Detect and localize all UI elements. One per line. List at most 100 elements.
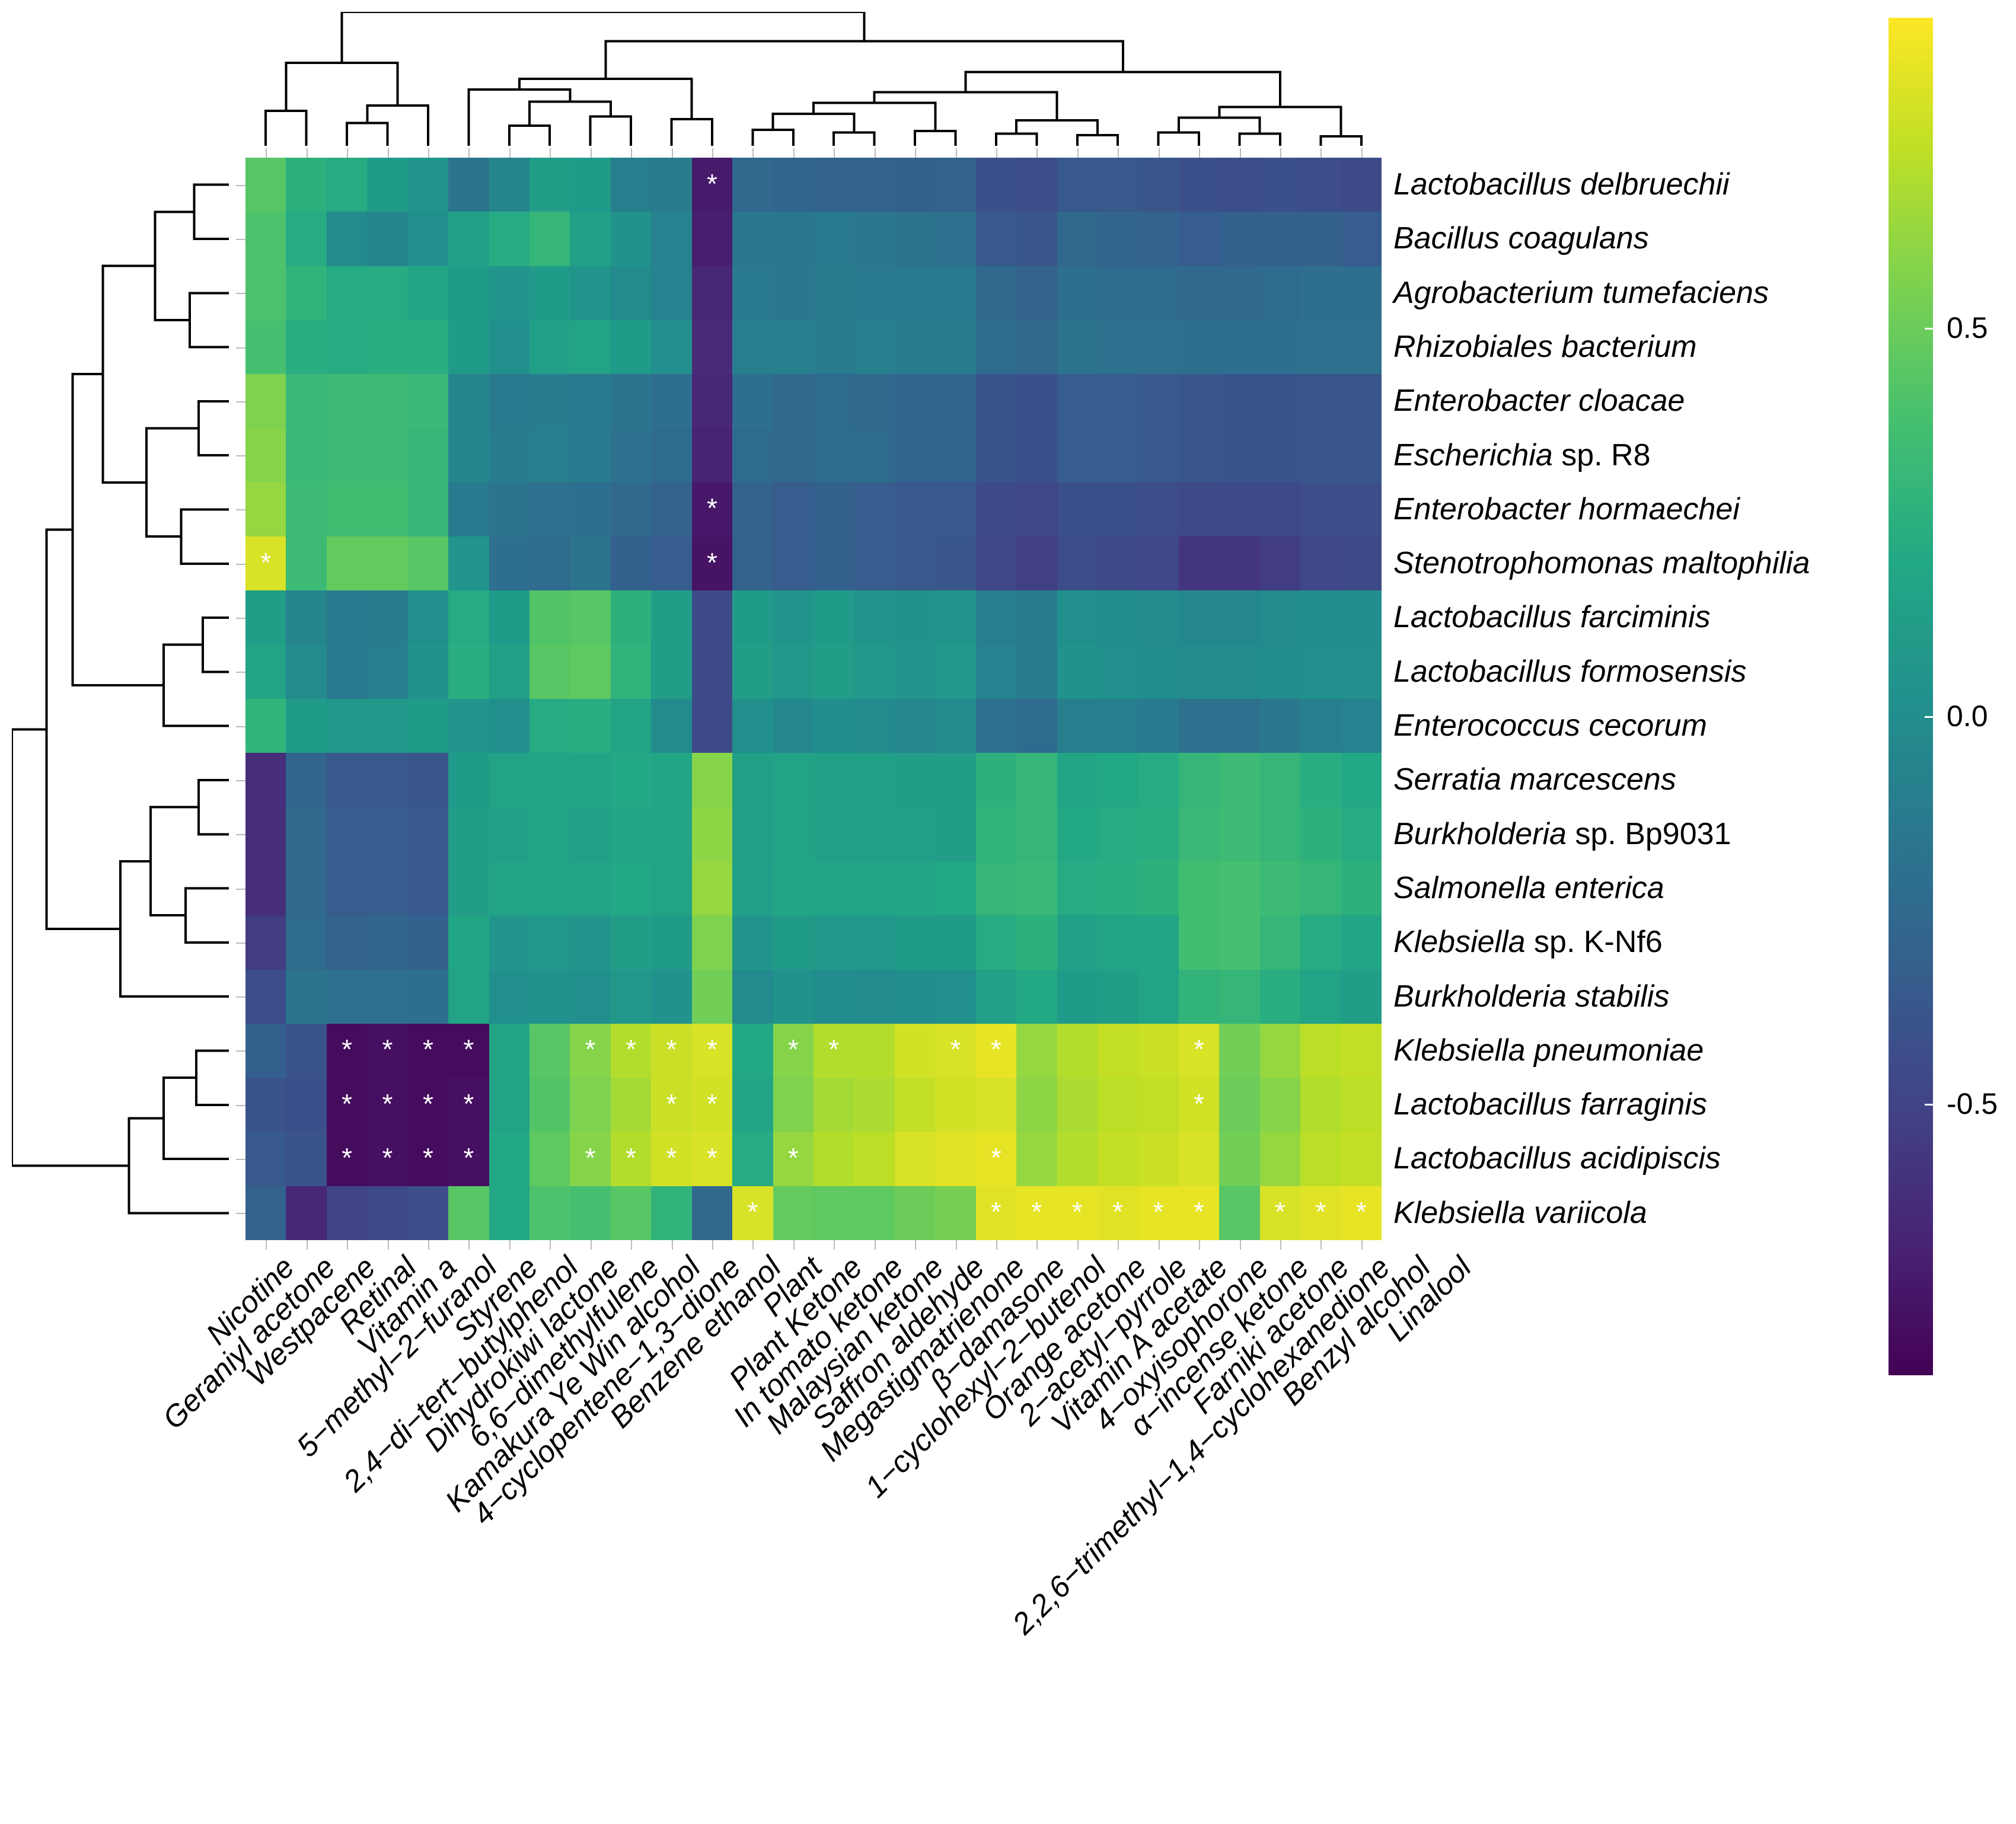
heatmap-cell	[1219, 861, 1260, 916]
heatmap-cell	[529, 158, 570, 212]
heatmap-cell	[975, 428, 1017, 483]
heatmap-cell	[1219, 753, 1260, 807]
heatmap-cell	[570, 753, 611, 807]
heatmap-cell	[894, 158, 936, 212]
significance-asterisk: *	[990, 1034, 1001, 1065]
heatmap-cell	[286, 266, 327, 320]
heatmap-cell	[367, 212, 408, 266]
dendrogram-branch	[202, 616, 229, 673]
heatmap-cell	[935, 699, 976, 753]
heatmap-cell	[894, 699, 936, 753]
heatmap-cell	[854, 1023, 895, 1078]
heatmap-cell: *	[367, 1078, 408, 1132]
heatmap-cell	[854, 644, 895, 699]
significance-asterisk: *	[1071, 1196, 1083, 1228]
heatmap-cell	[367, 374, 408, 429]
heatmap-cell	[326, 644, 368, 699]
heatmap-cell	[1098, 320, 1138, 375]
heatmap-cell	[975, 590, 1017, 645]
row-label: Lactobacillus farciminis	[1393, 590, 1711, 644]
heatmap-cell	[1098, 1078, 1138, 1132]
heatmap-cell	[691, 807, 733, 861]
dendrogram-branch	[518, 78, 693, 119]
heatmap-cell	[448, 807, 489, 861]
heatmap-cell	[651, 428, 692, 483]
heatmap-cell	[1138, 212, 1179, 266]
heatmap-cell	[367, 915, 408, 970]
heatmap-cell	[1300, 915, 1341, 970]
heatmap-cell	[1138, 266, 1179, 320]
significance-asterisk: *	[585, 1034, 596, 1065]
axis-tick	[236, 1213, 245, 1215]
heatmap-cell	[286, 536, 327, 591]
heatmap-cell	[854, 915, 895, 970]
heatmap-cell	[935, 428, 976, 483]
heatmap-cell	[489, 699, 529, 753]
heatmap-cell: *	[448, 1132, 489, 1186]
significance-asterisk: *	[706, 1142, 717, 1174]
heatmap-cell	[1178, 212, 1220, 266]
heatmap-cell	[367, 158, 408, 212]
axis-tick	[1320, 1240, 1322, 1250]
column-ticks-top	[245, 148, 1382, 158]
heatmap-cell	[691, 428, 733, 483]
dendrogram-branch	[193, 183, 229, 240]
heatmap-cell: *	[975, 1186, 1017, 1240]
heatmap-cell	[691, 861, 733, 916]
significance-asterisk: *	[463, 1088, 474, 1119]
heatmap-cell	[691, 915, 733, 970]
heatmap-cell	[1016, 1132, 1057, 1186]
heatmap-cell	[570, 158, 611, 212]
heatmap-cell	[610, 428, 652, 483]
heatmap-cell	[1259, 266, 1301, 320]
heatmap-cell	[407, 266, 449, 320]
heatmap-cell	[245, 807, 286, 861]
heatmap-cell	[1057, 590, 1098, 645]
heatmap-cell	[773, 374, 814, 429]
axis-tick	[1036, 148, 1038, 158]
heatmap-cell	[1138, 1023, 1179, 1078]
heatmap-cell	[1300, 266, 1341, 320]
heatmap-cell	[245, 212, 286, 266]
row-label-genus: Rhizobiales bacterium	[1393, 329, 1697, 364]
heatmap-cell	[894, 536, 936, 591]
heatmap-cell	[1057, 212, 1098, 266]
heatmap-cell	[489, 320, 529, 375]
heatmap-cell	[773, 807, 814, 861]
row-label: Lactobacillus farraginis	[1393, 1078, 1707, 1132]
heatmap-cell: *	[773, 1023, 814, 1078]
heatmap-cell	[610, 590, 652, 645]
heatmap-cell	[651, 158, 692, 212]
heatmap-cell	[651, 374, 692, 429]
dendrogram-branch	[127, 1117, 229, 1215]
heatmap-cell: *	[691, 1132, 733, 1186]
heatmap-cell	[1341, 1132, 1382, 1186]
axis-tick	[550, 1240, 551, 1250]
heatmap-cell	[854, 266, 895, 320]
axis-tick	[1118, 148, 1119, 158]
axis-tick	[428, 1240, 429, 1250]
heatmap-cell	[1138, 807, 1179, 861]
heatmap-cell	[732, 1023, 773, 1078]
significance-asterisk: *	[828, 1034, 840, 1065]
heatmap-cell	[651, 266, 692, 320]
significance-asterisk: *	[463, 1034, 474, 1065]
heatmap-cell	[1057, 1132, 1098, 1186]
heatmap-cell	[1219, 212, 1260, 266]
axis-tick	[236, 888, 245, 890]
heatmap-cell	[975, 1078, 1017, 1132]
heatmap-cell	[1219, 482, 1260, 537]
heatmap-cell	[1341, 753, 1382, 807]
heatmap-cell	[570, 1078, 611, 1132]
heatmap-cell: *	[651, 1023, 692, 1078]
heatmap-cell: *	[1138, 1186, 1179, 1240]
heatmap-cell	[529, 1078, 570, 1132]
significance-asterisk: *	[382, 1142, 393, 1174]
heatmap-cell	[489, 915, 529, 970]
heatmap-cell	[610, 1078, 652, 1132]
significance-asterisk: *	[1194, 1196, 1205, 1228]
significance-asterisk: *	[422, 1034, 433, 1065]
axis-tick	[236, 618, 245, 619]
heatmap-cell	[894, 807, 936, 861]
heatmap-cell	[529, 861, 570, 916]
